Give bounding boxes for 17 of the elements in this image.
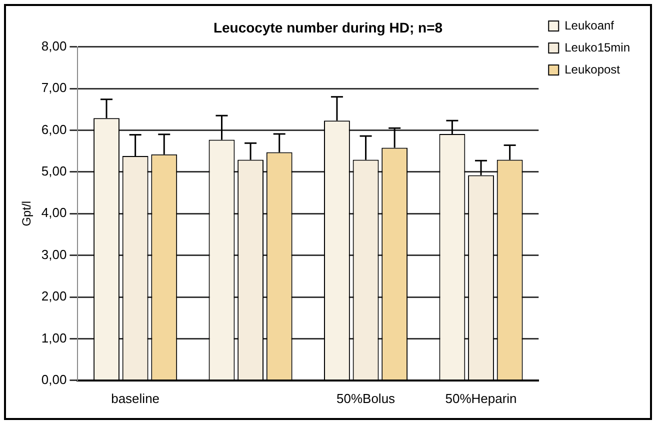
y-tick-label: 6,00 xyxy=(41,122,67,137)
legend-label: Leuko15min xyxy=(564,40,630,54)
y-tick-label: 7,00 xyxy=(41,80,67,96)
y-tick-label: 5,00 xyxy=(41,163,67,178)
legend-label: Leukoanf xyxy=(564,18,615,32)
y-axis-title: Gpt/l xyxy=(20,200,34,226)
y-tick-label: 4,00 xyxy=(41,205,67,220)
x-tick-label: 50%Bolus xyxy=(336,390,396,406)
y-tick-label: 2,00 xyxy=(41,288,67,304)
legend-label: Leukopost xyxy=(564,62,621,76)
x-tick-label: baseline xyxy=(111,390,160,406)
y-tick-label: 0,00 xyxy=(41,372,67,387)
x-tick-label: 50%Heparin xyxy=(445,390,517,406)
y-tick-label: 1,00 xyxy=(41,330,67,346)
chart-title: Leucocyte number during HD; n=8 xyxy=(213,19,443,36)
y-tick-label: 3,00 xyxy=(41,246,67,262)
y-tick-label: 8,00 xyxy=(41,38,67,54)
